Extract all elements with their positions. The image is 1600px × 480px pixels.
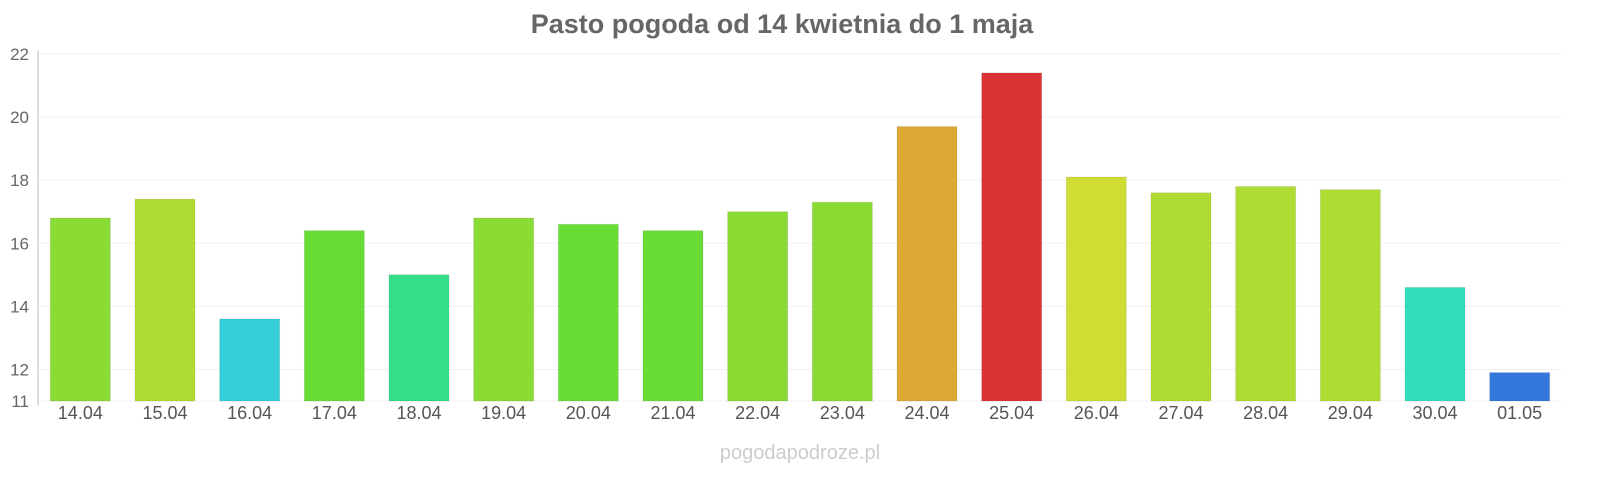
bar-28.04[interactable] [1235, 185, 1297, 402]
chart-title: Pasto pogoda od 14 kwietnia do 1 maja [531, 9, 1035, 39]
bar-25.04[interactable] [981, 72, 1043, 402]
bar-17.04[interactable] [303, 230, 365, 402]
y-tick-label: 20 [10, 108, 29, 127]
x-tick-label: 23.04 [820, 403, 865, 423]
x-tick-label: 15.04 [142, 403, 187, 423]
x-tick-label: 01.05 [1497, 403, 1542, 423]
bar-30.04[interactable] [1404, 286, 1466, 402]
x-tick-label: 25.04 [989, 403, 1034, 423]
x-tick-label: 18.04 [396, 403, 441, 423]
watermark: pogodapodroze.pl [720, 442, 880, 464]
bar-14.04[interactable] [49, 217, 111, 402]
bar-24.04[interactable] [896, 126, 958, 402]
y-tick-label: 16 [10, 234, 29, 253]
bar-18.04[interactable] [388, 274, 450, 402]
bars [49, 72, 1551, 402]
x-tick-label: 20.04 [566, 403, 611, 423]
y-tick-label: 22 [10, 45, 29, 64]
x-tick-label: 30.04 [1412, 403, 1457, 423]
x-axis-ticks: 14.04 15.04 16.04 17.04 18.04 19.04 20.04 21.04… [58, 403, 1542, 423]
bar-01.05[interactable] [1489, 372, 1551, 402]
x-tick-label: 16.04 [227, 403, 272, 423]
bar-27.04[interactable] [1150, 192, 1212, 402]
y-tick-label: 12 [10, 360, 29, 379]
x-tick-label: 19.04 [481, 403, 526, 423]
x-tick-label: 17.04 [312, 403, 357, 423]
x-tick-label: 22.04 [735, 403, 780, 423]
bar-15.04[interactable] [134, 198, 196, 402]
bar-21.04[interactable] [642, 230, 704, 402]
x-tick-label: 29.04 [1328, 403, 1373, 423]
x-tick-label: 26.04 [1074, 403, 1119, 423]
y-axis-ticks: 11 12 14 16 18 20 22 [10, 45, 29, 411]
y-tick-label: 14 [10, 297, 29, 316]
bar-19.04[interactable] [473, 217, 535, 402]
x-tick-label: 28.04 [1243, 403, 1288, 423]
x-tick-label: 14.04 [58, 403, 103, 423]
y-tick-label: 18 [10, 171, 29, 190]
y-tick-label: 11 [11, 392, 29, 411]
bar-20.04[interactable] [557, 223, 619, 402]
bar-23.04[interactable] [811, 201, 873, 402]
bar-22.04[interactable] [727, 211, 789, 402]
bar-16.04[interactable] [219, 318, 281, 402]
bar-26.04[interactable] [1065, 176, 1127, 402]
x-tick-label: 27.04 [1158, 403, 1203, 423]
x-tick-label: 24.04 [904, 403, 949, 423]
bar-29.04[interactable] [1319, 189, 1381, 402]
gridlines [38, 53, 1562, 402]
x-tick-label: 21.04 [650, 403, 695, 423]
